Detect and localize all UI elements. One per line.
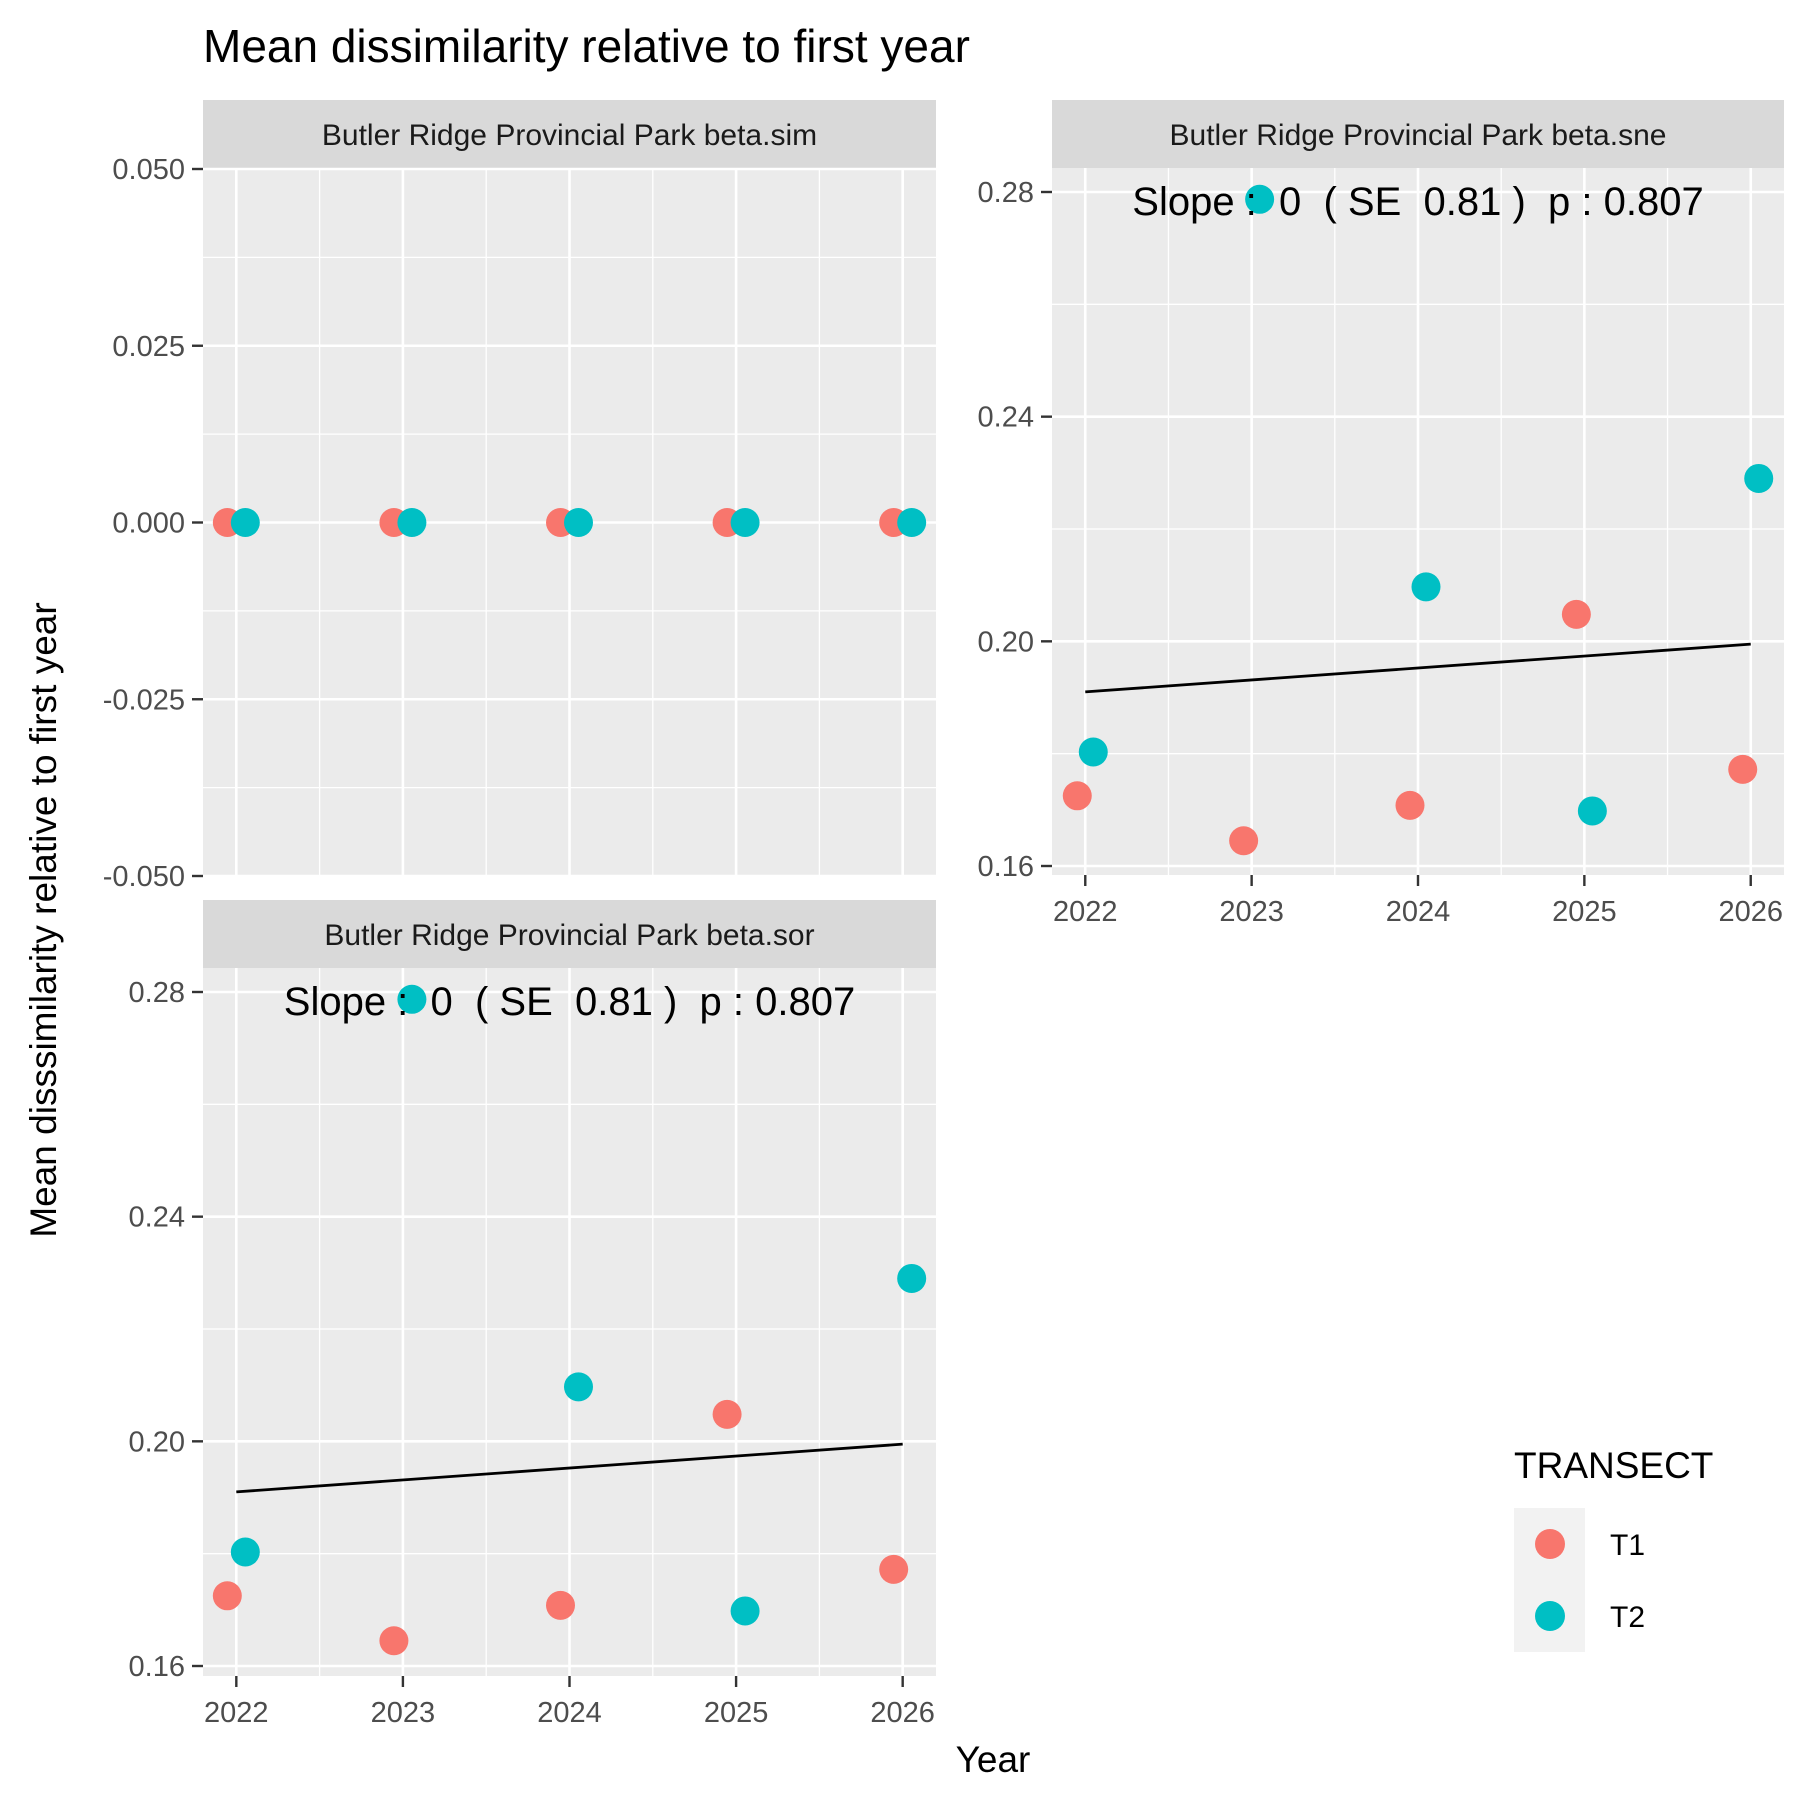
x-tick-label: 2026 <box>870 1697 935 1729</box>
y-tick-label: -0.050 <box>103 861 185 893</box>
point-t2-2022 <box>230 1537 260 1567</box>
facet-panel-1: Butler Ridge Provincial Park beta.sim 0.0… <box>103 100 936 893</box>
chart-title: Mean dissimilarity relative to first yea… <box>203 20 970 72</box>
point-t1-2025 <box>712 1399 742 1429</box>
x-tick-label: 2023 <box>1219 896 1284 928</box>
facet-strip-label: Butler Ridge Provincial Park beta.sne <box>1170 119 1667 152</box>
legend-key-t2 <box>1535 1601 1565 1631</box>
legend-key-t1 <box>1535 1529 1565 1559</box>
y-axis-label: Mean disssimilarity relative to first ye… <box>23 602 64 1237</box>
point-t2-2023 <box>397 508 427 537</box>
y-tick-label: 0.000 <box>112 508 185 540</box>
y-tick-label: 0.025 <box>112 331 185 363</box>
point-t1-2025 <box>1561 599 1591 629</box>
point-t2-2025 <box>730 508 760 537</box>
y-tick-label: 0.050 <box>112 154 185 186</box>
legend-label-t1: T1 <box>1610 1529 1645 1562</box>
facet-panels: Butler Ridge Provincial Park beta.sim 0.0… <box>103 100 1784 1729</box>
point-t2-2023 <box>397 984 427 1014</box>
point-t2-2025 <box>730 1596 760 1626</box>
point-t2-2022 <box>230 508 260 537</box>
y-tick-label: 0.28 <box>978 177 1034 209</box>
y-tick-label: 0.20 <box>129 1426 185 1458</box>
slope-annotation: Slope : 0 ( SE 0.81 ) p : 0.807 <box>284 980 855 1024</box>
x-tick-label: 2025 <box>1552 896 1617 928</box>
point-t2-2023 <box>1245 184 1275 214</box>
trend-line <box>1085 642 1751 694</box>
facet-panel-2: Butler Ridge Provincial Park beta.sne 0.2… <box>978 100 1784 928</box>
x-tick-label: 2026 <box>1718 896 1783 928</box>
point-t1-2023 <box>379 1626 409 1656</box>
y-tick-label: 0.24 <box>978 402 1034 434</box>
point-t2-2026 <box>897 508 927 537</box>
x-axis-label: Year <box>956 1739 1031 1780</box>
facet-strip <box>203 100 936 168</box>
point-t1-2026 <box>1728 754 1758 784</box>
point-t2-2022 <box>1078 737 1108 767</box>
x-tick-label: 2025 <box>704 1697 769 1729</box>
point-t1-2024 <box>1395 790 1425 820</box>
facet-strip-label: Butler Ridge Provincial Park beta.sor <box>324 919 814 952</box>
x-tick-label: 2024 <box>1386 896 1451 928</box>
y-tick-label: 0.20 <box>978 626 1034 658</box>
slope-annotation: Slope : 0 ( SE 0.81 ) p : 0.807 <box>1132 180 1703 224</box>
point-t1-2024 <box>546 1590 575 1620</box>
y-tick-label: -0.025 <box>103 684 185 716</box>
point-t1-2022 <box>212 1581 242 1611</box>
point-t1-2026 <box>879 1554 909 1584</box>
x-tick-label: 2023 <box>371 1697 436 1729</box>
legend-title: TRANSECT <box>1514 1445 1713 1486</box>
y-tick-label: 0.16 <box>978 851 1034 883</box>
y-tick-label: 0.24 <box>129 1202 185 1234</box>
facet-strip-label: Butler Ridge Provincial Park beta.sim <box>322 119 817 152</box>
y-tick-label: 0.16 <box>129 1651 185 1683</box>
x-tick-label: 2024 <box>537 1697 602 1729</box>
point-t2-2025 <box>1577 796 1607 826</box>
point-t2-2026 <box>897 1263 927 1293</box>
y-tick-label: 0.28 <box>129 977 185 1009</box>
x-tick-label: 2022 <box>1053 896 1118 928</box>
point-t1-2022 <box>1062 781 1092 811</box>
point-t2-2024 <box>1411 572 1441 602</box>
x-tick-label: 2022 <box>204 1697 269 1729</box>
facet-strip <box>1052 100 1784 168</box>
legend-label-t2: T2 <box>1610 1601 1645 1634</box>
point-t2-2026 <box>1744 463 1774 493</box>
point-t1-2023 <box>1229 826 1259 856</box>
legend: TRANSECT T1 T2 <box>1514 1445 1713 1652</box>
facet-panel-3: Butler Ridge Provincial Park beta.sor 0.2… <box>129 900 936 1729</box>
point-t2-2024 <box>564 1372 593 1402</box>
point-t2-2024 <box>564 508 593 537</box>
trend-line <box>236 1442 903 1494</box>
facet-strip <box>203 900 936 968</box>
